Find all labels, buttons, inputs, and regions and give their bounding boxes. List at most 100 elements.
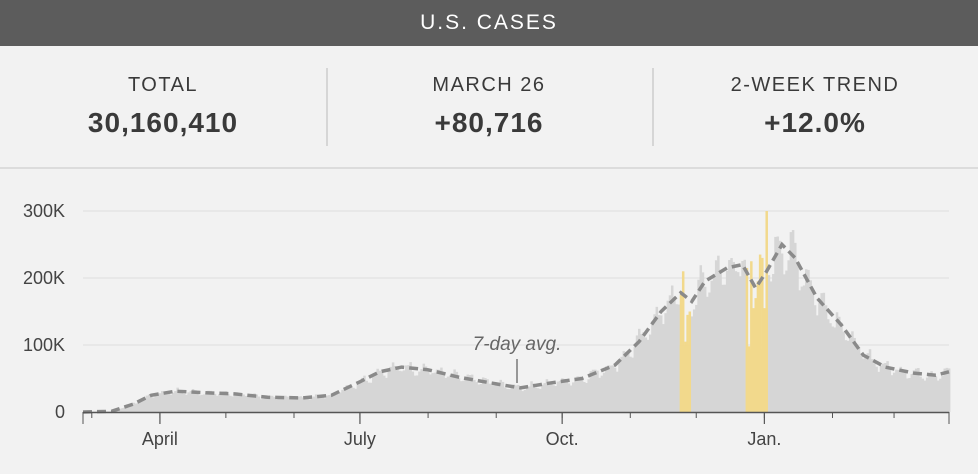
daily-bar <box>141 400 144 412</box>
daily-bar <box>462 380 465 412</box>
daily-bar <box>543 383 546 412</box>
daily-bar <box>534 387 538 412</box>
daily-bar <box>890 375 894 412</box>
daily-bar <box>470 374 474 412</box>
daily-bar <box>886 361 889 412</box>
daily-bar <box>481 377 485 412</box>
daily-bar <box>328 395 331 412</box>
daily-bar <box>130 403 133 412</box>
daily-bar <box>901 369 905 412</box>
stat-label: MARCH 26 <box>432 74 546 96</box>
daily-bar <box>919 376 922 412</box>
daily-bar <box>774 236 777 412</box>
daily-bar <box>484 378 487 412</box>
daily-bar <box>288 398 292 412</box>
daily-bar <box>150 396 153 412</box>
daily-bar <box>301 397 305 412</box>
daily-bar <box>468 374 472 412</box>
daily-bar <box>824 305 828 412</box>
daily-bar <box>119 408 122 412</box>
highlight-bar <box>765 211 768 412</box>
daily-bar <box>589 371 593 412</box>
daily-bar <box>536 388 540 412</box>
daily-bar <box>908 378 911 412</box>
daily-bar <box>466 374 470 412</box>
daily-bar <box>464 378 467 412</box>
daily-bar <box>717 255 720 412</box>
seven-day-average-line <box>82 241 950 414</box>
daily-bar <box>246 396 250 412</box>
daily-bar <box>846 340 850 412</box>
daily-bar <box>855 345 859 412</box>
daily-bar <box>139 401 142 412</box>
daily-bar <box>798 290 801 412</box>
daily-bar <box>455 371 459 412</box>
daily-bar <box>376 368 379 412</box>
daily-bar <box>653 314 656 412</box>
daily-bar <box>372 375 375 412</box>
daily-bar <box>772 273 775 412</box>
daily-bar <box>714 260 718 412</box>
daily-bar <box>323 398 327 412</box>
daily-bar <box>262 398 265 412</box>
daily-bar <box>862 358 865 412</box>
y-tick-label: 200K <box>23 268 65 288</box>
daily-bar <box>336 394 340 412</box>
daily-bar <box>418 371 421 412</box>
daily-bar <box>921 378 925 412</box>
daily-bar <box>831 326 834 412</box>
daily-bar <box>161 391 164 412</box>
daily-bar <box>440 367 443 412</box>
daily-bar <box>842 331 845 412</box>
daily-bar <box>697 279 700 412</box>
x-tick-label: April <box>142 429 178 449</box>
daily-bar <box>912 370 916 412</box>
stat-daily: MARCH 26 +80,716 <box>326 67 652 146</box>
daily-bar <box>284 395 287 412</box>
y-tick-label: 0 <box>55 402 65 422</box>
daily-bar <box>499 379 503 412</box>
highlight-bar <box>681 271 685 412</box>
daily-bar <box>822 292 826 412</box>
highlight-bar <box>750 261 753 412</box>
daily-bar <box>303 397 307 412</box>
daily-bar <box>352 387 355 412</box>
daily-bar <box>306 398 309 412</box>
daily-bar <box>213 393 217 412</box>
daily-bar <box>229 395 232 412</box>
daily-bar <box>193 390 197 412</box>
stat-trend: 2-WEEK TREND +12.0% <box>652 67 978 146</box>
daily-bar <box>169 394 173 412</box>
highlight-band <box>679 345 691 412</box>
daily-bar <box>488 383 492 412</box>
daily-bar <box>677 304 681 412</box>
daily-bar <box>539 388 542 412</box>
daily-bar <box>317 394 320 412</box>
daily-bar <box>253 393 256 412</box>
daily-bar <box>495 384 498 412</box>
daily-bar <box>576 376 579 412</box>
daily-bar <box>690 316 694 412</box>
daily-bar <box>594 369 597 412</box>
daily-bar <box>512 384 516 412</box>
daily-bar <box>453 369 456 412</box>
daily-bar <box>196 393 199 412</box>
daily-bar <box>778 240 782 412</box>
daily-bar <box>585 382 588 412</box>
daily-bar <box>816 315 819 412</box>
stat-value: 30,160,410 <box>87 107 239 138</box>
daily-bar <box>864 356 867 412</box>
annotation-label: 7-day avg. <box>473 334 562 355</box>
daily-bar <box>741 261 744 412</box>
daily-bar <box>723 284 727 412</box>
daily-bar <box>631 357 634 412</box>
daily-bar <box>264 397 267 412</box>
daily-bar <box>451 373 454 412</box>
y-tick-label: 100K <box>23 335 65 355</box>
daily-bar <box>378 370 382 412</box>
daily-bar <box>207 390 210 412</box>
daily-bar <box>257 396 261 412</box>
daily-bar <box>556 381 560 412</box>
daily-bar <box>807 269 810 412</box>
daily-bar <box>314 394 318 412</box>
